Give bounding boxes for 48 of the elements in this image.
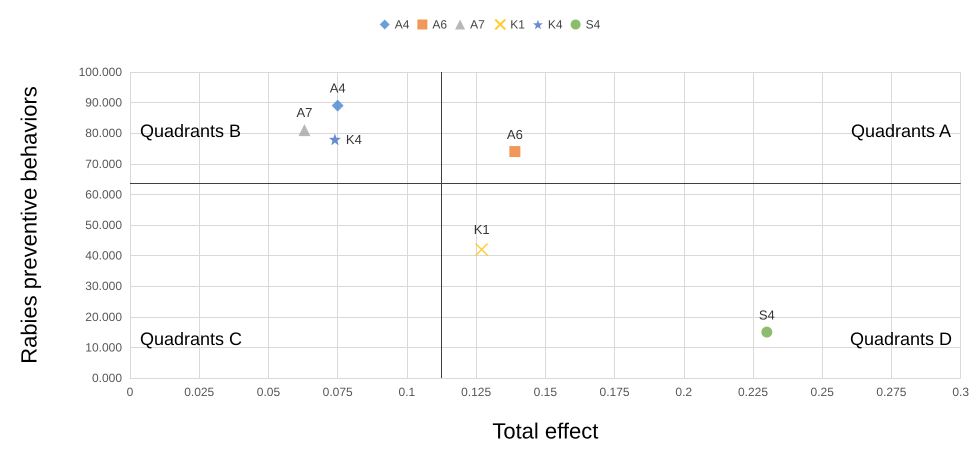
x-tick-label: 0.2 xyxy=(675,385,692,399)
point xyxy=(474,242,488,256)
text: K1 xyxy=(474,222,490,237)
text: S4 xyxy=(758,308,775,323)
y-tick-label: 80.000 xyxy=(85,126,122,140)
x-tick-label: 0.175 xyxy=(600,385,630,399)
legend-label: A7 xyxy=(470,18,486,32)
x-tick-label: 0.125 xyxy=(461,385,492,399)
x-tick-label: 0 xyxy=(126,385,134,399)
x-tick-label: 0.025 xyxy=(184,385,215,399)
legend-label: K4 xyxy=(548,18,563,32)
annotation: Quadrants A xyxy=(850,121,952,141)
text: A7 xyxy=(296,105,312,120)
x-tick-label: 0.225 xyxy=(738,385,768,399)
x-tick-label: 0.1 xyxy=(398,385,416,399)
x-tick-label: 0.15 xyxy=(534,385,558,399)
y-tick-label: 50.000 xyxy=(85,218,122,232)
text: A4 xyxy=(330,80,346,96)
x-tick-label: 0.05 xyxy=(256,385,280,399)
legend-label: K1 xyxy=(510,18,526,32)
text: A6 xyxy=(506,127,523,142)
y-axis-title: Rabies preventive behaviors xyxy=(16,86,42,364)
x-tick-label: 0.25 xyxy=(810,385,834,399)
legend-label: S4 xyxy=(586,18,601,32)
point xyxy=(761,326,772,338)
y-tick-label: 40.000 xyxy=(85,248,122,263)
point xyxy=(509,146,520,158)
legend-label: A4 xyxy=(394,18,410,32)
annotation: Quadrants D xyxy=(850,329,952,349)
y-tick-label: 90.000 xyxy=(85,96,122,110)
x-tick-label: 0.3 xyxy=(952,385,970,399)
x-axis-title: Total effect xyxy=(492,418,598,444)
y-tick-label: 30.000 xyxy=(85,279,122,294)
y-tick-label: 0.000 xyxy=(92,371,122,385)
x-tick-label: 0.275 xyxy=(876,385,907,399)
y-tick-label: 10.000 xyxy=(85,340,122,354)
annotation: Quadrants C xyxy=(140,329,242,349)
annotation: Quadrants B xyxy=(140,121,242,141)
x-tick-label: 0.075 xyxy=(322,385,354,399)
point xyxy=(332,100,344,112)
point xyxy=(328,133,341,146)
y-tick-label: 70.000 xyxy=(85,156,122,171)
y-tick-label: 60.000 xyxy=(85,187,122,202)
y-tick-label: 20.000 xyxy=(85,310,122,324)
y-tick-label: 100.000 xyxy=(78,65,122,79)
legend-label: A6 xyxy=(432,18,448,32)
text: K4 xyxy=(346,132,362,147)
point xyxy=(298,124,310,136)
